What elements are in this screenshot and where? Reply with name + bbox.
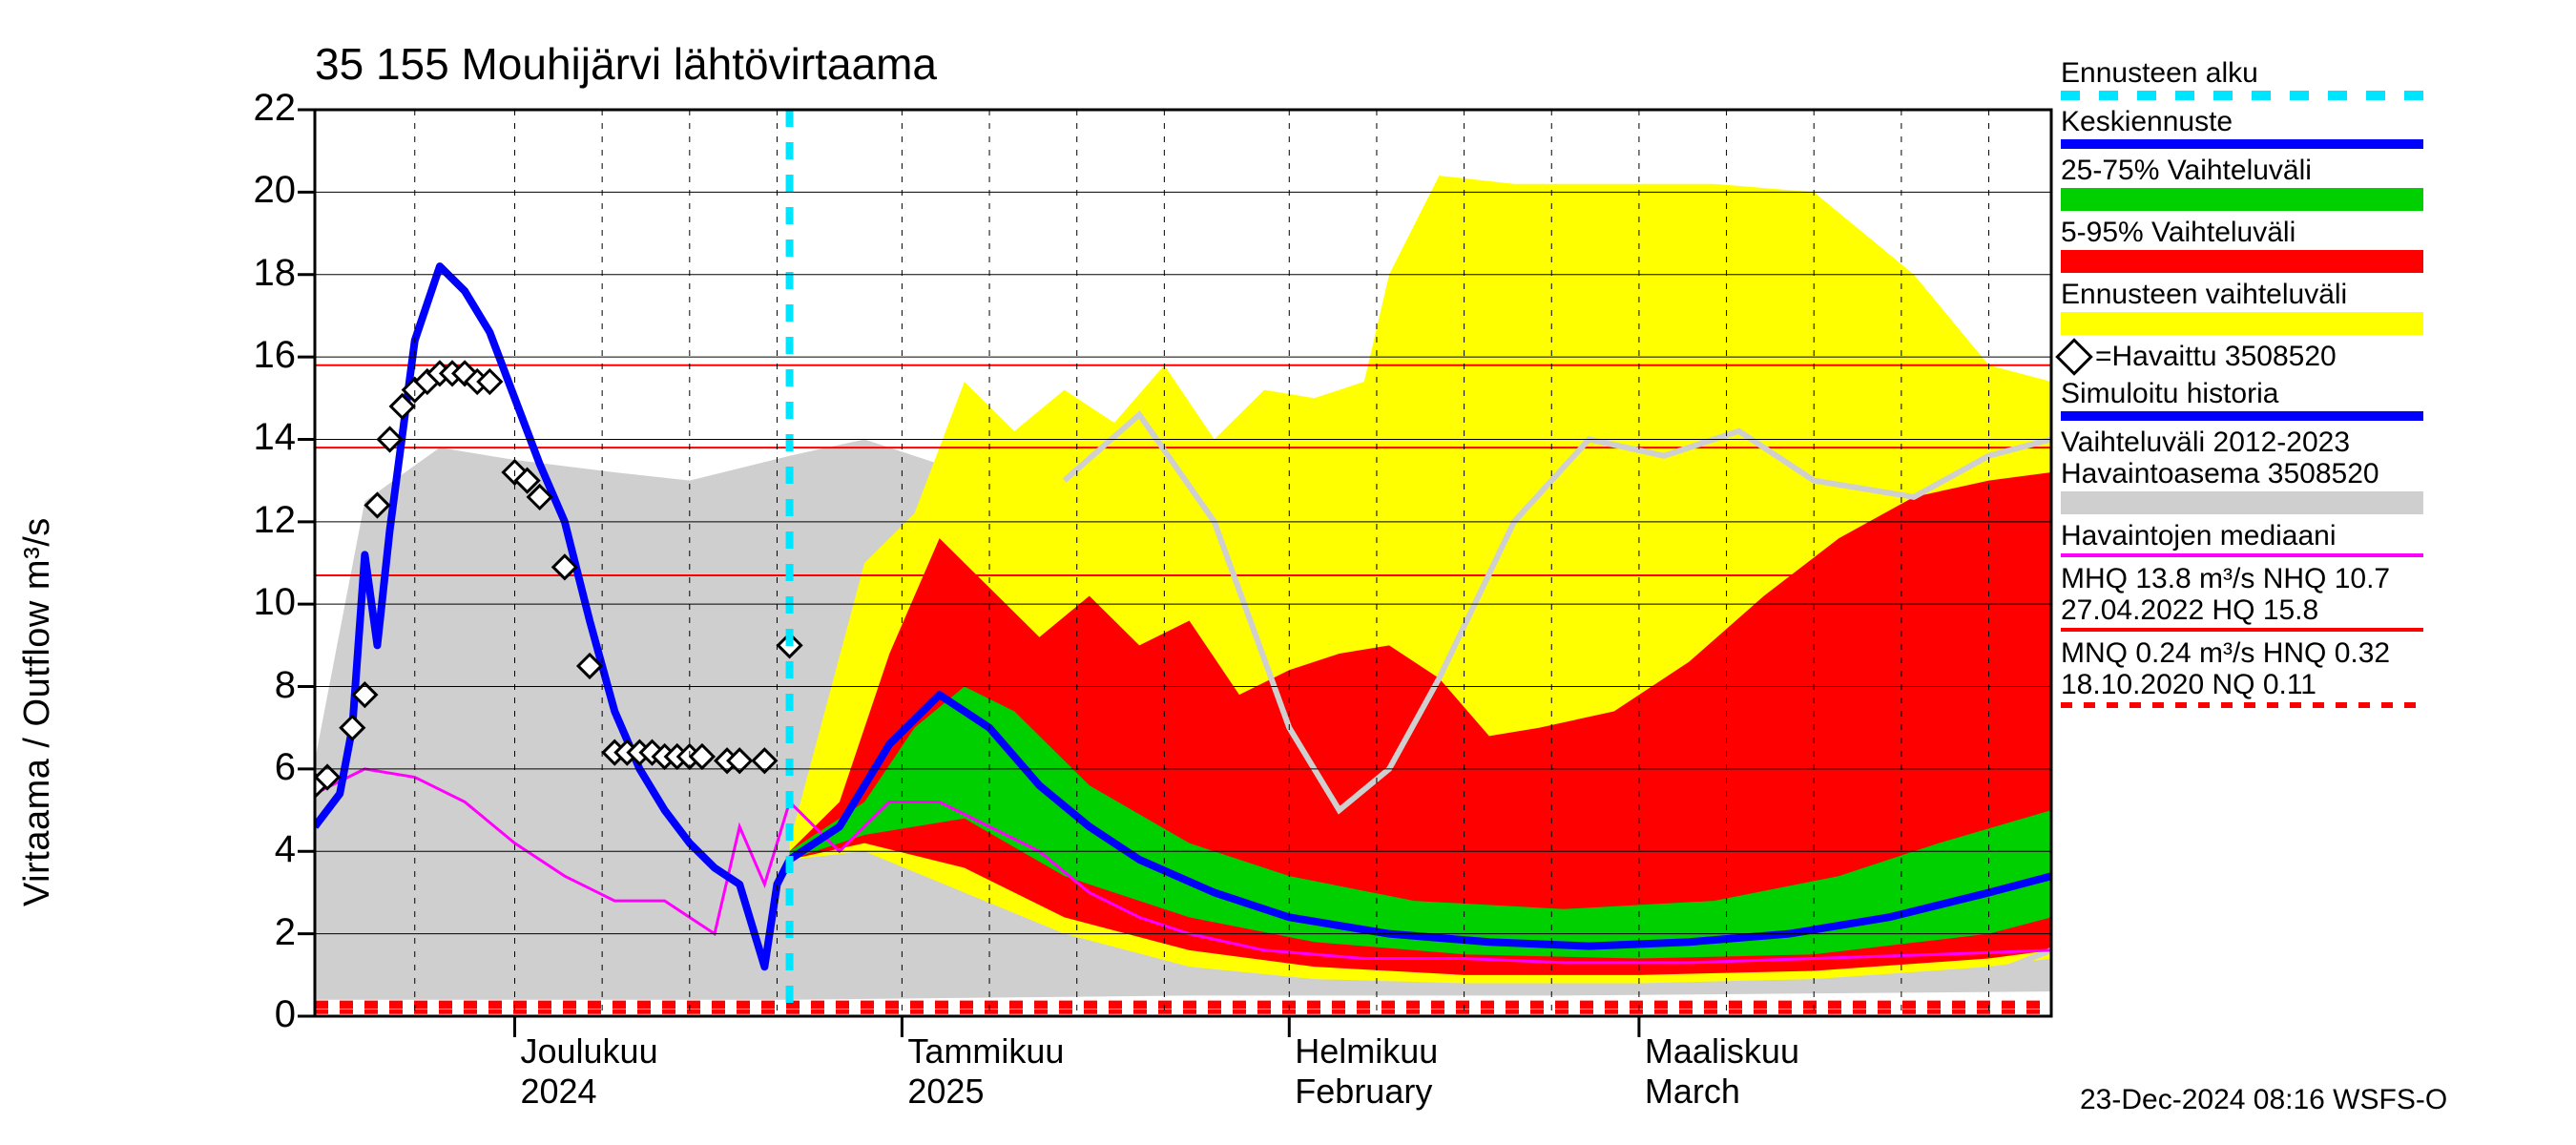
y-tick-label: 14 (210, 416, 296, 459)
chart-container: 35 155 Mouhijärvi lähtövirtaama Virtaama… (0, 0, 2576, 1145)
legend-swatch (2061, 628, 2423, 632)
legend-label: MHQ 13.8 m³/s NHQ 10.7 (2061, 563, 2557, 594)
y-axis-label: Virtaama / Outflow m³/s (17, 517, 58, 906)
legend-entry-band_2575: 25-75% Vaihteluväli (2061, 155, 2557, 211)
legend-label: =Havaittu 3508520 (2095, 341, 2337, 372)
legend-entry-observed: =Havaittu 3508520 (2061, 341, 2557, 372)
legend-swatch (2061, 91, 2423, 100)
chart-title: 35 155 Mouhijärvi lähtövirtaama (315, 38, 937, 90)
legend-label: Keskiennuste (2061, 106, 2557, 137)
y-tick-label: 18 (210, 252, 296, 295)
legend-swatch (2061, 312, 2423, 335)
legend-label: Havaintojen mediaani (2061, 520, 2557, 552)
legend-entry-band_595: 5-95% Vaihteluväli (2061, 217, 2557, 273)
y-tick-label: 22 (210, 87, 296, 130)
legend-label: Vaihteluväli 2012-2023 (2061, 427, 2557, 458)
x-tick-label: Joulukuu2024 (520, 1031, 657, 1112)
x-tick-label: MaaliskuuMarch (1645, 1031, 1799, 1112)
legend-label: MNQ 0.24 m³/s HNQ 0.32 (2061, 637, 2557, 669)
legend-label: Ennusteen vaihteluväli (2061, 279, 2557, 310)
legend-swatch (2061, 139, 2423, 149)
legend-entry-ref_high: MHQ 13.8 m³/s NHQ 10.727.04.2022 HQ 15.8 (2061, 563, 2557, 632)
legend-entry-hist_band: Vaihteluväli 2012-2023 Havaintoasema 350… (2061, 427, 2557, 514)
y-tick-label: 4 (210, 828, 296, 871)
legend-label: Simuloitu historia (2061, 378, 2557, 409)
legend-swatch (2061, 553, 2423, 557)
y-tick-label: 8 (210, 664, 296, 707)
legend: Ennusteen alku Keskiennuste 25-75% Vaihtel… (2061, 57, 2557, 714)
y-tick-label: 6 (210, 746, 296, 789)
legend-entry-median: Havaintojen mediaani (2061, 520, 2557, 557)
legend-entry-band_full: Ennusteen vaihteluväli (2061, 279, 2557, 335)
y-tick-label: 20 (210, 169, 296, 212)
y-tick-label: 10 (210, 581, 296, 624)
legend-label: 18.10.2020 NQ 0.11 (2061, 669, 2557, 700)
y-tick-label: 12 (210, 499, 296, 542)
legend-label: Ennusteen alku (2061, 57, 2557, 89)
legend-label: 27.04.2022 HQ 15.8 (2061, 594, 2557, 626)
y-tick-label: 16 (210, 334, 296, 377)
legend-swatch (2061, 411, 2423, 421)
y-tick-label: 2 (210, 911, 296, 954)
y-tick-label: 0 (210, 993, 296, 1036)
legend-label: 25-75% Vaihteluväli (2061, 155, 2557, 186)
legend-swatch (2061, 188, 2423, 211)
legend-swatch (2061, 491, 2423, 514)
footer-timestamp: 23-Dec-2024 08:16 WSFS-O (2080, 1084, 2447, 1116)
legend-entry-sim_hist: Simuloitu historia (2061, 378, 2557, 421)
legend-label: Havaintoasema 3508520 (2061, 458, 2557, 489)
diamond-icon (2055, 338, 2093, 376)
legend-entry-ref_low: MNQ 0.24 m³/s HNQ 0.3218.10.2020 NQ 0.11 (2061, 637, 2557, 708)
legend-label: 5-95% Vaihteluväli (2061, 217, 2557, 248)
legend-swatch (2061, 702, 2423, 708)
legend-entry-mean_forecast: Keskiennuste (2061, 106, 2557, 149)
x-tick-label: Tammikuu2025 (907, 1031, 1064, 1112)
legend-entry-forecast_start: Ennusteen alku (2061, 57, 2557, 100)
x-tick-label: HelmikuuFebruary (1295, 1031, 1438, 1112)
legend-swatch (2061, 250, 2423, 273)
